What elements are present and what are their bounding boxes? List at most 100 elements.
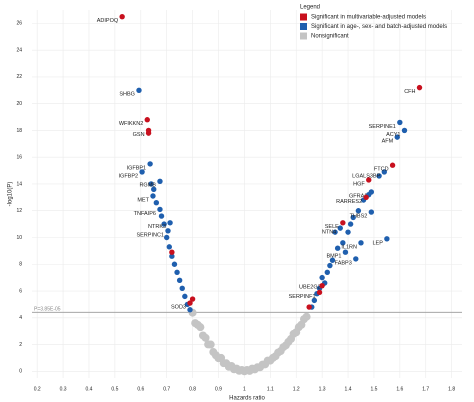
point [416, 84, 423, 91]
point [171, 261, 178, 267]
point-label: RGMB [139, 183, 156, 189]
legend-label: Significant in multivariable-adjusted mo… [311, 15, 426, 21]
point [187, 307, 193, 313]
point [153, 199, 160, 206]
point-label: HGF [353, 181, 365, 187]
x-tick-label: 1.7 [422, 386, 429, 392]
y-tick-label: 26 [16, 21, 22, 27]
point [145, 130, 152, 136]
point [179, 285, 185, 292]
x-tick-label: 1 [243, 386, 246, 392]
point [161, 221, 167, 227]
point [182, 293, 188, 300]
x-tick-label: 1.5 [370, 386, 377, 392]
point-label: SERPINF1 [289, 294, 316, 300]
x-tick-label: 1.1 [267, 386, 274, 392]
point [279, 343, 288, 352]
point-label: SOD3 [171, 305, 186, 311]
point-label: IGFBP2 [119, 173, 139, 179]
point [345, 229, 351, 235]
point [157, 206, 163, 213]
point [337, 225, 343, 231]
point [144, 117, 150, 123]
point [284, 337, 293, 346]
x-tick-label: 0.6 [137, 386, 144, 392]
x-tick-label: 1.4 [345, 386, 352, 392]
legend-swatch [300, 13, 307, 21]
legend-label: Significant in age-, sex- and batch-adju… [311, 24, 447, 30]
point [342, 249, 349, 255]
y-tick-label: 16 [16, 155, 22, 161]
point [167, 220, 173, 226]
legend-title: Legend [300, 5, 320, 11]
point-label: LEP [372, 240, 383, 246]
y-tick-label: 10 [16, 235, 22, 241]
point-label: RARRES2 [336, 199, 362, 205]
point [363, 194, 369, 201]
point [139, 169, 145, 175]
y-tick-label: 24 [16, 47, 22, 53]
y-tick-label: 22 [16, 74, 22, 80]
point [397, 119, 403, 126]
point [316, 289, 323, 296]
point [384, 236, 390, 242]
point [147, 161, 153, 167]
point [332, 229, 338, 235]
point [148, 181, 154, 187]
x-tick-label: 1.8 [448, 386, 455, 392]
y-tick-label: 2 [19, 342, 22, 348]
y-tick-label: 4 [19, 315, 22, 321]
point [327, 262, 333, 269]
y-tick-label: 18 [16, 128, 22, 134]
point [274, 348, 283, 357]
point [340, 220, 346, 226]
point-label: LGALS3BP [352, 173, 380, 179]
point-label: SERPINC1 [136, 232, 164, 238]
x-tick-label: 0.2 [34, 386, 41, 392]
point [169, 253, 175, 259]
point-label: SERPINE1 [369, 124, 396, 130]
point [165, 228, 171, 234]
point-label: SELE [325, 224, 339, 230]
point-label: FABP3 [335, 260, 352, 266]
y-tick-label: 0 [19, 369, 22, 375]
point-label: ADIPOQ [97, 18, 119, 24]
x-tick-label: 0.3 [60, 386, 67, 392]
point [189, 296, 196, 302]
point [376, 173, 382, 179]
point-label: WFIKKN2 [119, 121, 143, 127]
point [294, 323, 303, 332]
point [366, 177, 372, 183]
legend-label: Nonsignificant [311, 34, 349, 40]
point [206, 340, 215, 349]
y-tick-label: 8 [19, 262, 22, 268]
point-label: MET [137, 197, 149, 203]
point-label: GFRA1 [349, 193, 367, 199]
point [136, 87, 142, 93]
point-label: AFM [382, 139, 394, 145]
point [299, 315, 308, 324]
point [389, 162, 396, 168]
point [158, 213, 165, 219]
point [268, 353, 277, 362]
x-tick-label: 0.5 [111, 386, 118, 392]
point [324, 269, 331, 275]
point-label: NTN4 [322, 230, 336, 236]
legend-swatch [300, 23, 307, 30]
point-label: NTRK3 [148, 224, 166, 230]
point [347, 221, 354, 227]
point [166, 244, 172, 250]
x-tick-label: 0.7 [163, 386, 170, 392]
point [355, 208, 362, 214]
point [187, 300, 193, 306]
point [319, 274, 325, 281]
y-axis-label: -log10(P) [8, 182, 14, 207]
point [368, 209, 375, 215]
point-label: THBS2 [350, 214, 368, 220]
y-tick-label: 12 [16, 208, 22, 214]
threshold-label: P=3.85E-05 [34, 307, 61, 313]
y-tick-label: 20 [16, 101, 22, 107]
x-tick-label: 1.6 [396, 386, 403, 392]
point [381, 169, 387, 175]
